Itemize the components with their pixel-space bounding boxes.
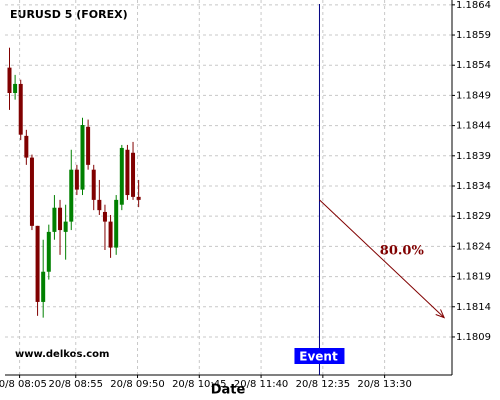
y-tick-label: 1.1854 <box>456 60 491 71</box>
forecast-label: 80.0% <box>380 243 425 258</box>
x-axis-label: Date <box>211 383 246 398</box>
x-tick-label: 20/8 13:30 <box>357 379 411 390</box>
candle-body <box>91 169 96 200</box>
y-tick-label: 1.1844 <box>456 121 491 132</box>
candle-body <box>114 199 119 248</box>
y-tick-label: 1.1849 <box>456 90 491 101</box>
candle-body <box>97 199 102 211</box>
candle-body <box>69 169 74 222</box>
y-tick-label: 1.1859 <box>456 30 491 41</box>
watermark: www.delkos.com <box>15 349 109 360</box>
candle-body <box>136 196 141 200</box>
y-tick-label: 1.1824 <box>456 241 491 252</box>
candle-body <box>125 149 130 196</box>
candle-body <box>119 147 124 205</box>
candle-body <box>52 207 57 232</box>
x-tick-label: 20/8 08:05 <box>0 379 47 390</box>
event-label-box <box>294 348 345 364</box>
candle-body <box>131 152 136 197</box>
y-tick-label: 1.1829 <box>456 211 491 222</box>
x-tick-label: 20/8 11:40 <box>234 379 288 390</box>
y-tick-label: 1.1819 <box>456 272 491 283</box>
candle-body <box>18 83 23 135</box>
candle-body <box>24 135 29 158</box>
y-tick-label: 1.1809 <box>456 332 491 343</box>
x-tick-label: 20/8 10:45 <box>172 379 226 390</box>
candle-body <box>86 126 91 165</box>
candle-body <box>63 221 68 232</box>
event-label: Event <box>299 350 338 364</box>
x-tick-label: 20/8 09:50 <box>110 379 164 390</box>
candle-body <box>29 157 34 226</box>
candle-body <box>80 125 85 190</box>
candle-body <box>7 67 12 93</box>
candle-body <box>41 271 46 302</box>
candle-body <box>74 169 79 190</box>
x-tick-label: 20/8 08:55 <box>49 379 103 390</box>
y-tick-label: 1.1839 <box>456 151 491 162</box>
forecast-arrow <box>319 199 445 318</box>
candle-body <box>13 83 18 93</box>
y-tick-label: 1.1814 <box>456 302 491 313</box>
arrow-head <box>435 309 446 319</box>
candle-body <box>46 231 51 272</box>
candle-body <box>58 207 63 231</box>
candle-body <box>108 221 113 248</box>
y-tick-label: 1.1864 <box>456 0 491 11</box>
candle-body <box>35 225 40 302</box>
candle-body <box>102 211 107 222</box>
y-tick-label: 1.1834 <box>456 181 491 192</box>
chart-title: EURUSD 5 (FOREX) <box>10 8 128 21</box>
x-tick-label: 20/8 12:35 <box>296 379 350 390</box>
